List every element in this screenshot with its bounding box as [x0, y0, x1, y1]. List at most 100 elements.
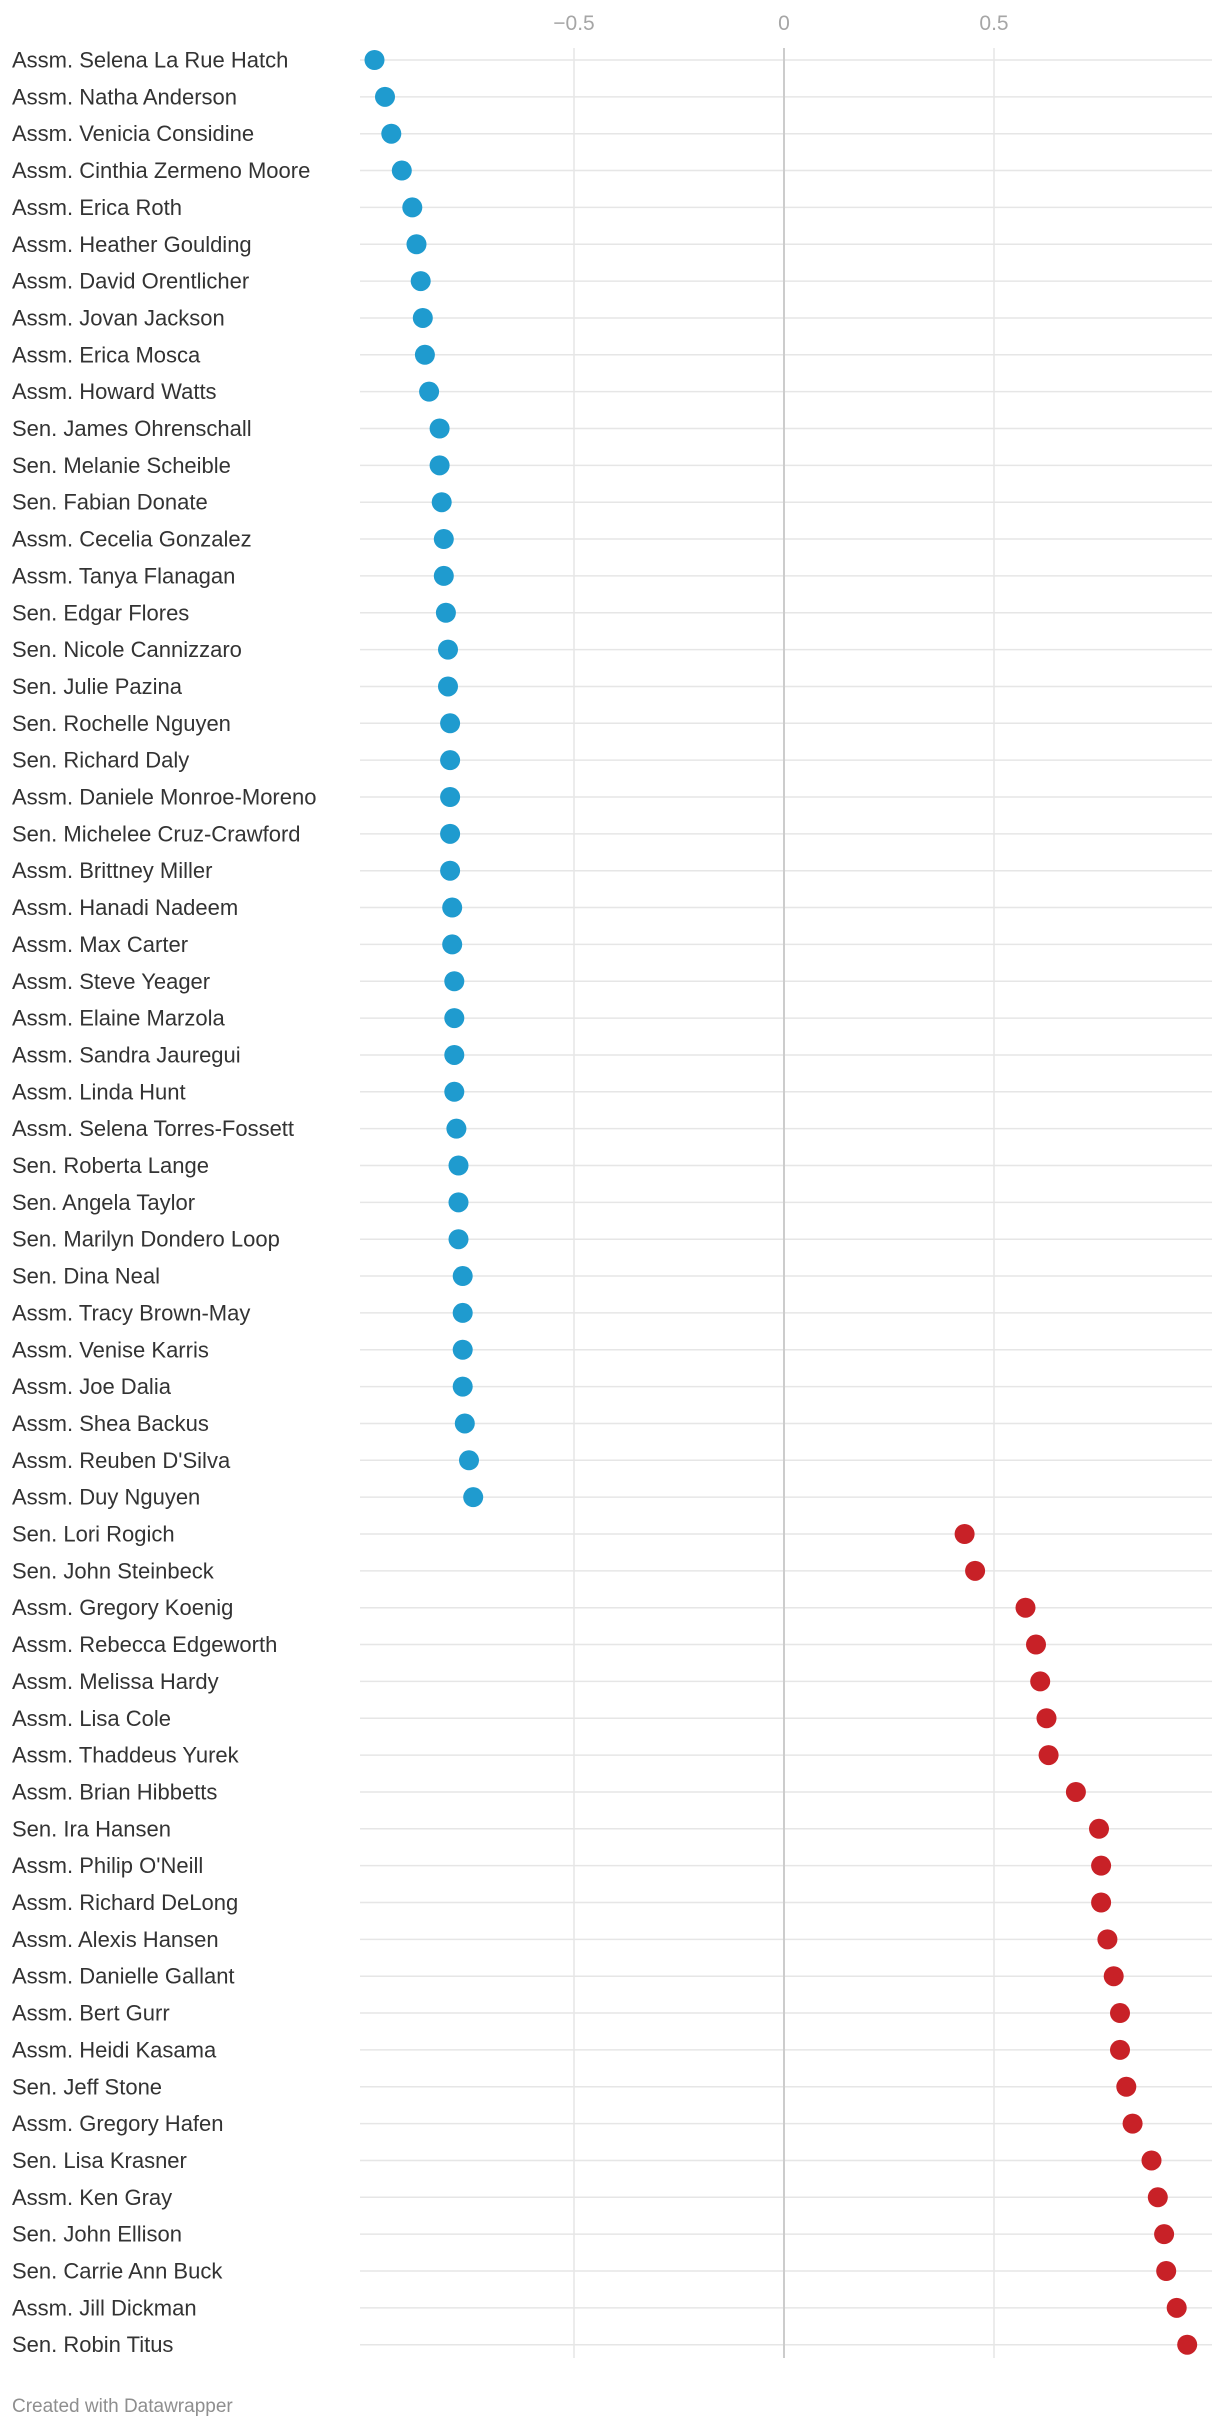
legislator-name: Assm. Richard DeLong [12, 1890, 238, 1915]
score-dot-republican [1038, 1745, 1059, 1766]
score-dot-democrat [375, 86, 395, 107]
score-dot-republican [965, 1560, 986, 1581]
legislator-name: Sen. Lori Rogich [12, 1522, 175, 1547]
legislator-name: Assm. Natha Anderson [12, 84, 237, 109]
legislator-name: Assm. Jill Dickman [12, 2295, 197, 2320]
legislator-name: Assm. Thaddeus Yurek [12, 1743, 240, 1768]
legislator-name: Assm. Tanya Flanagan [12, 563, 235, 588]
score-dot-democrat [448, 1229, 469, 1250]
score-dot-democrat [440, 713, 461, 734]
legislator-name: Assm. Shea Backus [12, 1411, 209, 1436]
legislator-name: Sen. Michelee Cruz-Crawford [12, 821, 301, 846]
legislator-name: Assm. Erica Mosca [12, 342, 201, 367]
legislator-name: Assm. Cecelia Gonzalez [12, 527, 252, 552]
legislator-name: Sen. Dina Neal [12, 1264, 160, 1289]
score-dot-democrat [433, 529, 454, 550]
score-dot-democrat [452, 1339, 473, 1360]
legislator-name: Sen. Julie Pazina [12, 674, 183, 699]
score-dot-republican [1147, 2187, 1168, 2208]
score-dot-republican [1089, 1818, 1109, 1839]
legislator-name: Assm. Venise Karris [12, 1337, 209, 1362]
score-dot-democrat [391, 160, 412, 181]
score-dot-democrat [381, 123, 402, 144]
score-dot-republican [1026, 1634, 1046, 1655]
legislator-name: Assm. Erica Roth [12, 195, 182, 220]
datawrapper-credit: Created with Datawrapper [12, 2396, 233, 2417]
x-axis-tick-labels: −0.5 0 0.5 [553, 12, 1008, 35]
legislator-name: Sen. John Ellison [12, 2222, 182, 2247]
score-dot-republican [1141, 2150, 1162, 2171]
legislator-name: Assm. Brian Hibbetts [12, 1779, 217, 1804]
legislator-name: Sen. Edgar Flores [12, 600, 189, 625]
score-dot-republican [1091, 1855, 1112, 1876]
score-dot-republican [1103, 1966, 1124, 1987]
score-dot-democrat [431, 492, 452, 513]
legislator-name: Sen. Roberta Lange [12, 1153, 209, 1178]
score-dot-democrat [442, 897, 463, 918]
score-dot-democrat [463, 1487, 484, 1508]
legislator-name: Sen. Fabian Donate [12, 490, 208, 515]
score-dots [364, 50, 1198, 2355]
legislator-name: Assm. Max Carter [12, 932, 188, 957]
legislator-name: Assm. Danielle Gallant [12, 1964, 235, 1989]
legislator-name: Assm. Rebecca Edgeworth [12, 1632, 277, 1657]
score-dot-democrat [414, 344, 435, 365]
legislator-name: Sen. Angela Taylor [12, 1190, 195, 1215]
score-dot-republican [1122, 2113, 1143, 2134]
score-dot-democrat [444, 1044, 465, 1065]
score-dot-democrat [444, 1008, 465, 1029]
score-dot-democrat [440, 787, 461, 807]
legislator-name: Assm. Brittney Miller [12, 858, 212, 883]
legislator-name: Sen. Rochelle Nguyen [12, 711, 231, 736]
score-dot-democrat [429, 418, 450, 439]
score-dot-democrat [454, 1413, 475, 1434]
legislator-name: Sen. Ira Hansen [12, 1816, 171, 1841]
score-dot-democrat [364, 50, 385, 70]
legislator-name: Assm. Reuben D'Silva [12, 1448, 231, 1473]
legislator-name: Sen. Richard Daly [12, 748, 189, 773]
legislator-name: Assm. Cinthia Zermeno Moore [12, 158, 310, 183]
score-dot-democrat [410, 271, 431, 292]
legislator-name: Assm. Lisa Cole [12, 1706, 171, 1731]
legislator-name: Sen. John Steinbeck [12, 1558, 215, 1583]
score-dot-democrat [452, 1376, 473, 1397]
score-dot-democrat [435, 602, 456, 623]
legislator-name: Assm. Elaine Marzola [12, 1006, 226, 1031]
legislator-name: Assm. Tracy Brown-May [12, 1300, 250, 1325]
legislator-name: Assm. David Orentlicher [12, 269, 249, 294]
legislator-name: Assm. Selena La Rue Hatch [12, 48, 288, 73]
score-dot-democrat [440, 823, 461, 844]
legislator-name: Assm. Gregory Koenig [12, 1595, 233, 1620]
score-dot-republican [1110, 2039, 1130, 2060]
score-dot-democrat [402, 197, 423, 218]
legislator-name: Sen. Carrie Ann Buck [12, 2259, 223, 2284]
score-dot-democrat [452, 1302, 473, 1323]
legislator-name: Assm. Daniele Monroe-Moreno [12, 785, 316, 810]
legislator-name: Sen. Lisa Krasner [12, 2148, 187, 2173]
score-dot-democrat [444, 1081, 465, 1102]
x-tick-label: 0 [778, 12, 790, 35]
legislator-name: Assm. Heidi Kasama [12, 2037, 217, 2062]
score-dot-republican [1110, 2003, 1130, 2024]
score-dot-republican [1177, 2334, 1198, 2355]
legislator-name: Sen. James Ohrenschall [12, 416, 252, 441]
legislator-name: Sen. Nicole Cannizzaro [12, 637, 242, 662]
legislator-name: Assm. Melissa Hardy [12, 1669, 219, 1694]
legislator-name: Assm. Duy Nguyen [12, 1485, 200, 1510]
vertical-gridlines [573, 48, 995, 2358]
score-dot-democrat [448, 1192, 469, 1213]
legislator-name: Assm. Heather Goulding [12, 232, 252, 257]
score-dot-democrat [406, 234, 427, 255]
legislator-name: Assm. Jovan Jackson [12, 305, 225, 330]
legislator-name: Assm. Sandra Jauregui [12, 1042, 241, 1067]
x-tick-label: −0.5 [553, 12, 594, 35]
score-dot-democrat [440, 750, 461, 771]
legislator-name: Sen. Marilyn Dondero Loop [12, 1227, 280, 1252]
score-dot-democrat [438, 676, 458, 697]
score-dot-republican [1065, 1781, 1086, 1802]
score-dot-republican [1015, 1597, 1036, 1618]
legislator-name: Sen. Jeff Stone [12, 2074, 162, 2099]
score-dot-democrat [446, 1118, 467, 1139]
score-dot-republican [1036, 1708, 1057, 1729]
